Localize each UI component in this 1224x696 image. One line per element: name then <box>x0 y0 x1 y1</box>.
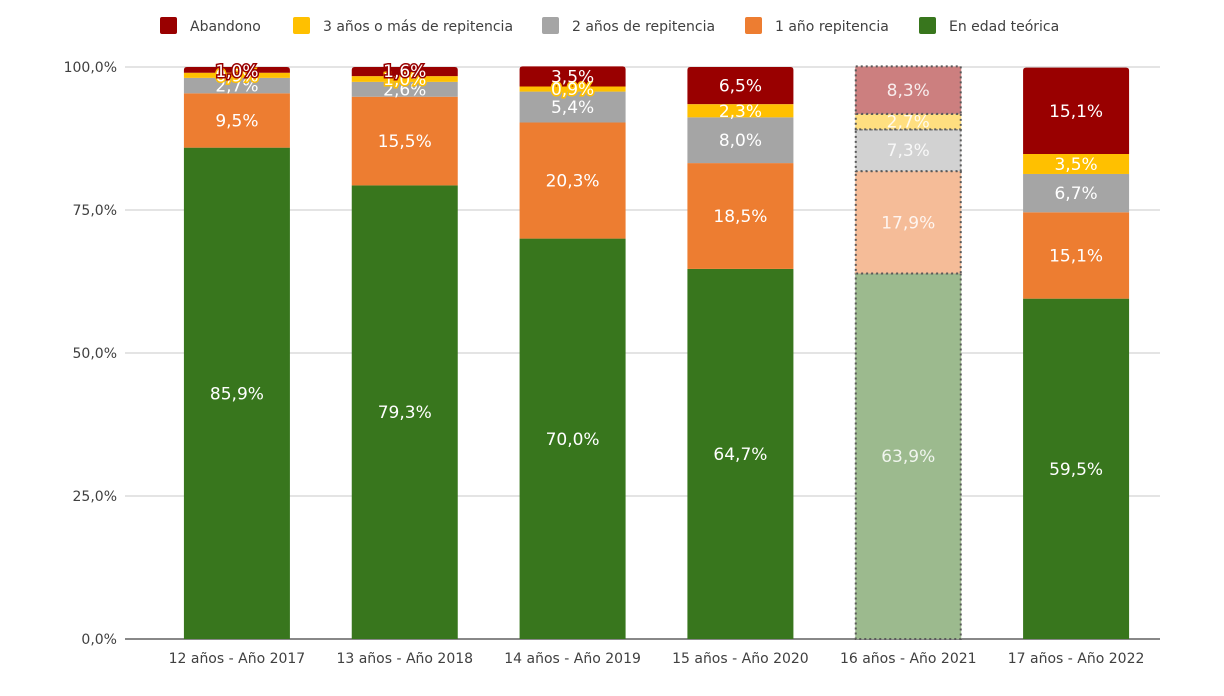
data-label: 6,5% <box>719 77 762 97</box>
legend-swatch <box>745 17 762 34</box>
data-label: 5,4% <box>551 98 594 118</box>
bar-segment <box>519 91 626 123</box>
x-tick-label: 13 años - Año 2018 <box>336 651 473 667</box>
data-label: 6,7% <box>1054 184 1097 204</box>
data-label: 59,5% <box>1049 460 1103 480</box>
legend-swatch <box>542 17 559 34</box>
data-label: 1,0% <box>383 70 426 90</box>
data-label: 8,3% <box>887 81 930 101</box>
bar-segment <box>855 113 962 130</box>
data-label: 20,3% <box>546 172 600 192</box>
bar-segment <box>1023 173 1130 213</box>
bar-segment-dotted-outline <box>854 128 962 173</box>
bar-segment <box>687 268 794 639</box>
legend-label: 2 años de repitencia <box>572 19 715 35</box>
bar-segment <box>519 66 626 87</box>
data-label: 63,9% <box>881 447 935 467</box>
bar-segment <box>687 67 794 105</box>
bar-segment <box>351 76 458 82</box>
data-label: 79,3% <box>378 403 432 423</box>
y-tick-label: 50,0% <box>73 346 117 362</box>
bar-segment <box>1023 212 1130 299</box>
bar-segment <box>351 185 458 640</box>
data-label: 2,7% <box>887 113 930 133</box>
data-label: 1,0% <box>215 62 258 82</box>
data-label: 64,7% <box>713 445 767 465</box>
legend: Abandono 3 años o más de repitencia 2 años… <box>160 17 1059 35</box>
x-tick-label: 17 años - Año 2022 <box>1008 651 1145 667</box>
legend-label: En edad teórica <box>949 19 1059 35</box>
y-tick-label: 25,0% <box>73 489 117 505</box>
bar-segment <box>855 66 962 114</box>
bar-segment <box>855 129 962 172</box>
data-labels: 85,9%9,5%2,7%0,9%1,0%79,3%15,5%2,6%1,0%1… <box>210 61 1103 480</box>
data-label: 0,9% <box>215 66 258 86</box>
x-tick-label: 16 años - Año 2021 <box>840 651 977 667</box>
data-label: 3,5% <box>551 67 594 87</box>
x-tick-label: 15 años - Año 2020 <box>672 651 809 667</box>
bar-segment <box>687 117 794 164</box>
data-label: 15,1% <box>1049 102 1103 122</box>
bar-segment <box>183 67 290 73</box>
bar-segment-dotted-outline <box>854 65 962 115</box>
legend-swatch <box>160 17 177 34</box>
legend-swatch <box>293 17 310 34</box>
y-tick-label: 0,0% <box>81 632 117 648</box>
bar-segment <box>183 147 290 640</box>
data-label: 7,3% <box>887 141 930 161</box>
bar-segment <box>855 273 962 639</box>
bar-segment <box>687 104 794 118</box>
y-tick-label: 75,0% <box>73 203 117 219</box>
data-label: 15,5% <box>378 132 432 152</box>
bar-segment <box>1023 298 1130 639</box>
data-label: 70,0% <box>546 430 600 450</box>
data-label: 0,9% <box>551 80 594 100</box>
bar-segment <box>351 96 458 186</box>
bar-segment <box>1023 153 1130 174</box>
y-tick-label: 100,0% <box>64 60 117 76</box>
bar-segment <box>519 238 626 639</box>
data-label: 9,5% <box>215 111 258 131</box>
bar-segment <box>183 77 290 94</box>
data-label: 1,6% <box>383 62 426 82</box>
data-label: 2,6% <box>383 80 426 100</box>
bar-segment <box>183 93 290 148</box>
legend-label: Abandono <box>190 19 261 35</box>
y-axis: 0,0% 25,0% 50,0% 75,0% 100,0% <box>64 60 117 648</box>
data-label: 3,5% <box>1054 155 1097 175</box>
bar-segment-dotted-outline <box>854 170 962 275</box>
bar-segment <box>1023 67 1130 154</box>
data-label: 85,9% <box>210 384 264 404</box>
legend-swatch <box>919 17 936 34</box>
legend-label: 3 años o más de repitencia <box>323 19 513 35</box>
x-tick-label: 12 años - Año 2017 <box>169 651 306 667</box>
data-label: 15,1% <box>1049 246 1103 266</box>
x-tick-label: 14 años - Año 2019 <box>504 651 641 667</box>
bar-segment <box>855 171 962 274</box>
bar-segment <box>519 122 626 239</box>
x-axis: 12 años - Año 2017 13 años - Año 2018 14 a… <box>169 651 1145 667</box>
bar-segment <box>519 86 626 92</box>
legend-label: 1 año repitencia <box>775 19 889 35</box>
data-label: 8,0% <box>719 131 762 151</box>
bar-segment <box>687 163 794 269</box>
bar-segment <box>183 72 290 78</box>
data-label: 2,3% <box>719 102 762 122</box>
bar-segment <box>351 81 458 97</box>
data-label: 17,9% <box>881 213 935 233</box>
gridlines <box>125 66 1160 640</box>
bars <box>183 65 1130 640</box>
bar-segment <box>351 67 458 77</box>
data-label: 18,5% <box>713 207 767 227</box>
data-label: 2,7% <box>215 77 258 97</box>
